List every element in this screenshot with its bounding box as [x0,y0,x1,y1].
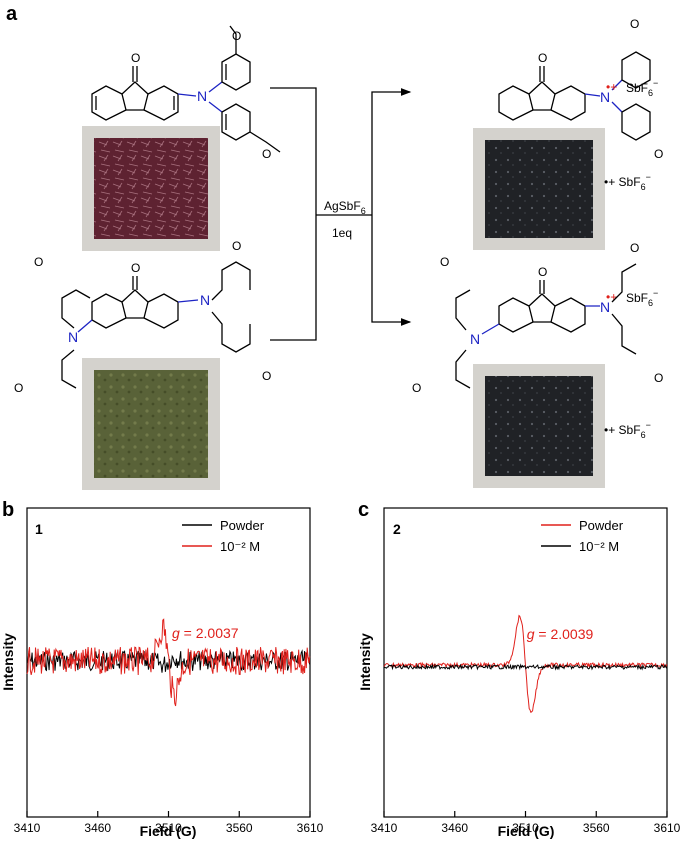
molecule-2-nitrogen: N [200,292,210,308]
product-1-nitrogen: N [600,89,610,105]
oxygen-label: O [14,381,23,395]
photo-product-1-powder [473,128,605,250]
x-tick-label: 3560 [226,821,253,835]
epr-chart-compound-2: c 2 3410 3460 3510 3560 3610 Powder 10⁻² M g… [357,499,681,839]
y-axis-title: Intensity [0,633,16,691]
reagent-label: AgSbF6 [324,199,366,216]
salt-label: SbF6− [626,78,658,98]
x-tick-label: 3510 [155,821,182,835]
panel-letter-a: a [6,3,18,25]
x-tick-label: 3460 [84,821,111,835]
oxygen-label: O [262,369,271,383]
salt-label: SbF6− [626,288,658,308]
series-line [383,663,668,671]
reaction-arrows: AgSbF6 1eq [270,87,412,341]
x-axis-title: Field (G) [140,823,197,839]
legend-entry: Powder [220,518,265,533]
equivalents-label: 1eq [332,226,352,240]
product-1-structure: O N •+ O O SbF6− [498,17,663,161]
oxygen-label: O [654,371,663,385]
legend-entry: Powder [579,518,624,533]
traces [26,618,311,707]
g-factor-annotation: g = 2.0037 [172,625,239,641]
x-tick-label: 3560 [583,821,610,835]
panel-letter-c: c [358,499,369,521]
panel-letter-b: b [2,499,14,521]
x-axis-title: Field (G) [498,823,555,839]
oxygen-label: O [262,147,271,161]
x-tick-label: 3410 [371,821,398,835]
epr-chart-compound-1: b 1 3410 3460 3510 3560 3610 Powder 10⁻² M g… [0,499,324,839]
x-tick-label: 3460 [441,821,468,835]
product-2-nitrogen: N [470,331,480,347]
scheme-panel: a N O O O O [6,3,663,490]
oxygen-label: O [630,241,639,255]
series-line [383,614,668,714]
counter-ion-label: •+ SbF6− [604,420,651,440]
molecule-1-structure: N O O O [91,25,281,161]
legend: Powder 10⁻² M [541,518,624,554]
oxygen-label: O [654,147,663,161]
x-ticks: 3410 3460 3510 3560 3610 [371,811,681,835]
traces [383,614,668,714]
g-factor-annotation: g = 2.0039 [527,626,594,642]
product-2-structure: O N N •+ O O O O SbF6− [412,241,663,395]
photo-compound-2-powder [82,358,220,490]
oxygen-label: O [232,29,241,43]
oxygen-label: O [630,17,639,31]
legend-entry: 10⁻² M [579,539,619,554]
molecule-2-nitrogen: N [68,329,78,345]
x-tick-label: 3610 [297,821,324,835]
molecule-2-structure: O N N O O O O [14,239,271,395]
oxygen-label: O [538,265,547,279]
radical-cation-marker: •+ [606,290,617,304]
photo-product-2-powder [473,364,605,488]
y-axis-title: Intensity [357,633,373,691]
x-tick-label: 3510 [512,821,539,835]
oxygen-label: O [538,51,547,65]
oxygen-label: O [131,51,140,65]
x-tick-label: 3610 [654,821,681,835]
molecule-1-nitrogen: N [197,88,207,104]
x-ticks: 3410 3460 3510 3560 3610 [14,811,324,835]
oxygen-label: O [440,255,449,269]
compound-label: 2 [393,521,401,537]
counter-ion-label: •+ SbF6− [604,172,651,192]
legend: Powder 10⁻² M [182,518,265,554]
oxygen-label: O [34,255,43,269]
product-2-nitrogen: N [600,299,610,315]
photo-compound-1-powder [82,126,220,251]
compound-label: 1 [35,521,43,537]
oxygen-label: O [131,261,140,275]
oxygen-label: O [232,239,241,253]
oxygen-label: O [412,381,421,395]
radical-cation-marker: •+ [606,80,617,94]
x-tick-label: 3410 [14,821,41,835]
legend-entry: 10⁻² M [220,539,260,554]
series-line [26,618,311,707]
